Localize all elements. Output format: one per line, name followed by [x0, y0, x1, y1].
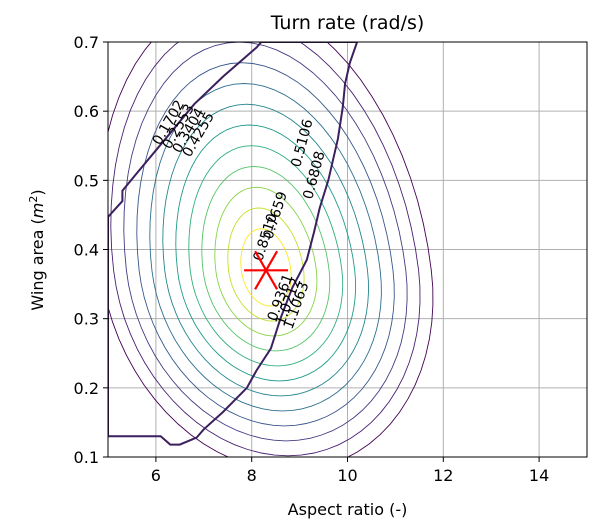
- y-tick-label: 0.6: [74, 102, 99, 121]
- x-tick-label: 10: [337, 466, 357, 485]
- x-tick-label: 8: [247, 466, 257, 485]
- chart-title: Turn rate (rad/s): [270, 12, 425, 34]
- contour-line: [149, 83, 382, 412]
- y-axis-label: Wing area (m2): [27, 189, 48, 310]
- y-tick-label: 0.7: [74, 33, 99, 52]
- contour-lines: [108, 42, 434, 457]
- x-tick-label: 6: [151, 466, 161, 485]
- contour-line: [162, 103, 369, 397]
- y-tick-label: 0.1: [74, 448, 99, 467]
- contour-line: [175, 124, 357, 382]
- contour-labels: 0.1702 0.2553 0.3404 0.4255 0.5106 0.680…: [150, 98, 329, 332]
- optimum-marker: [244, 250, 289, 290]
- optimum-star-stroke: [254, 250, 279, 290]
- contour-line: [240, 228, 292, 307]
- contour-line: [110, 42, 421, 457]
- x-axis-label: Aspect ratio (-): [288, 500, 408, 519]
- contour-line: [108, 42, 434, 457]
- contour-line: [214, 186, 318, 337]
- contour-line: [201, 166, 331, 352]
- x-tick-label: 12: [433, 466, 453, 485]
- contour-line: [188, 145, 344, 367]
- contour-line: [227, 207, 305, 322]
- axis-ticks: 6 8 10 12 14 0.1 0.2 0.3 0.4 0.5 0.6 0.7: [74, 33, 550, 485]
- contour-line: [123, 42, 408, 442]
- x-tick-label: 14: [529, 466, 549, 485]
- y-tick-label: 0.2: [74, 379, 99, 398]
- y-tick-label: 0.3: [74, 310, 99, 329]
- feasible-boundary: [108, 42, 359, 446]
- y-tick-label: 0.4: [74, 241, 99, 260]
- contour-line: [136, 62, 395, 427]
- y-tick-label: 0.5: [74, 171, 99, 190]
